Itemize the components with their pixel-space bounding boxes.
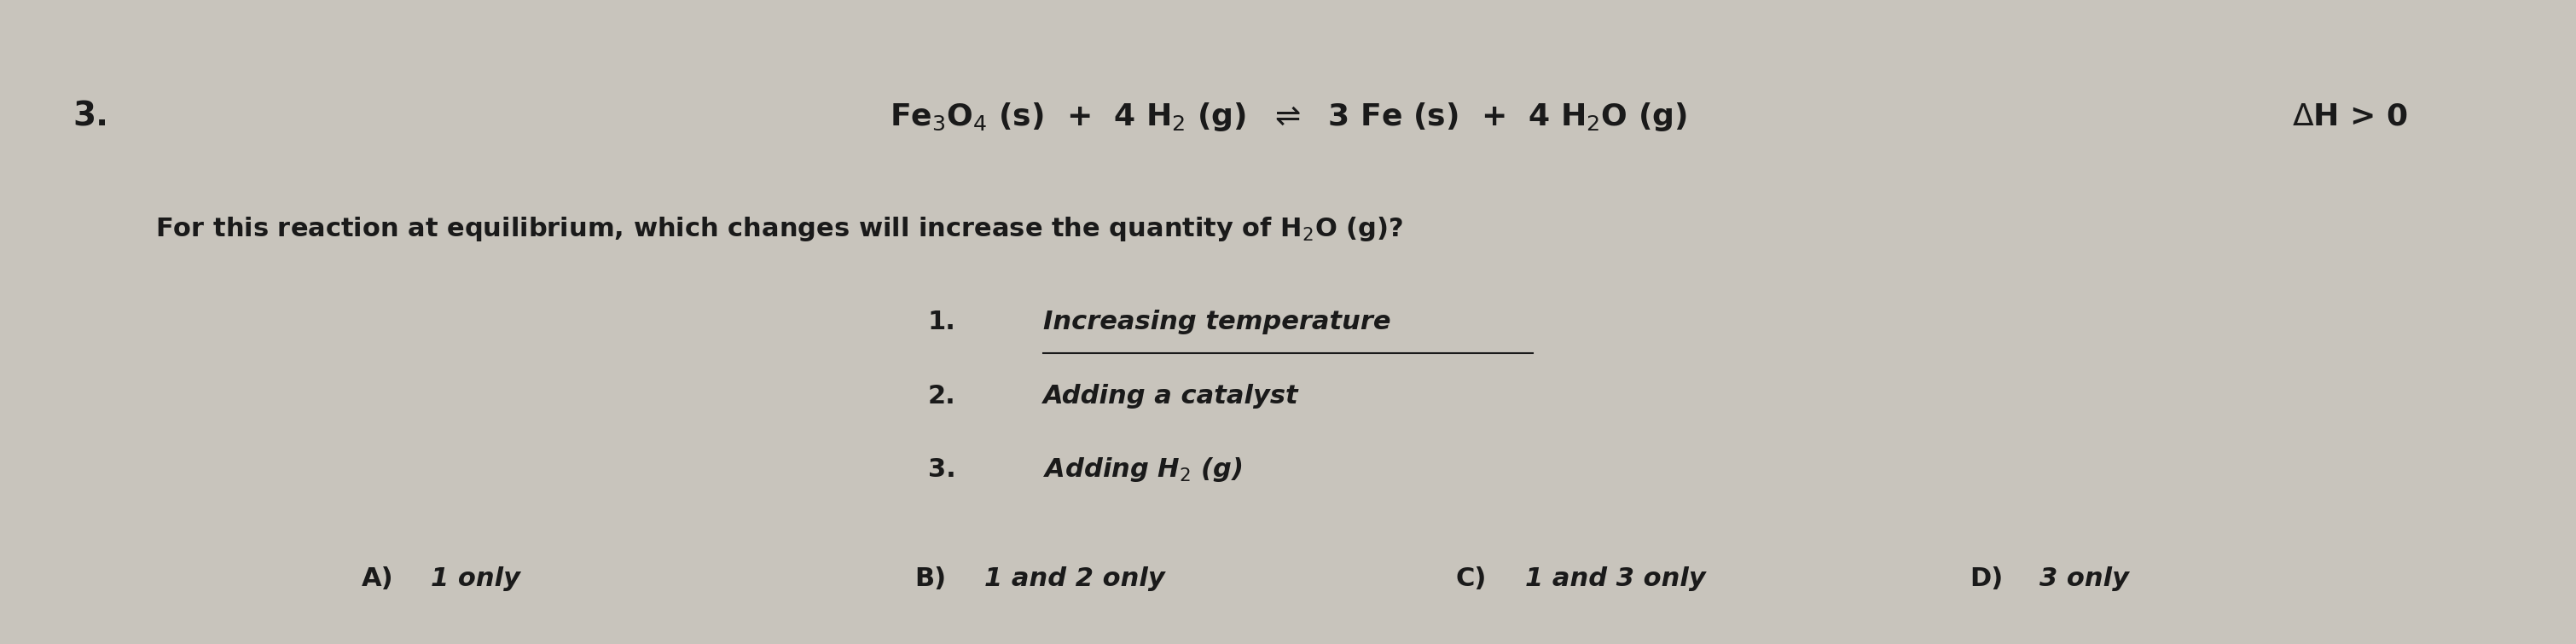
Text: 1.: 1. bbox=[927, 310, 956, 334]
Text: A): A) bbox=[361, 566, 394, 591]
Text: 1 only: 1 only bbox=[430, 566, 520, 591]
Text: $\Delta$H > 0: $\Delta$H > 0 bbox=[2293, 102, 2409, 131]
Text: 1 and 3 only: 1 and 3 only bbox=[1525, 566, 1705, 591]
Text: 3 only: 3 only bbox=[2040, 566, 2128, 591]
Text: 3.: 3. bbox=[72, 100, 108, 133]
Text: B): B) bbox=[914, 566, 945, 591]
Text: For this reaction at equilibrium, which changes will increase the quantity of H$: For this reaction at equilibrium, which … bbox=[155, 215, 1404, 243]
Text: Increasing temperature: Increasing temperature bbox=[1043, 310, 1391, 334]
Text: 1 and 2 only: 1 and 2 only bbox=[984, 566, 1164, 591]
Text: 2.: 2. bbox=[927, 383, 956, 408]
Text: Adding a catalyst: Adding a catalyst bbox=[1043, 383, 1298, 408]
Text: C): C) bbox=[1455, 566, 1486, 591]
Text: Adding H$_2$ (g): Adding H$_2$ (g) bbox=[1043, 455, 1242, 484]
Text: D): D) bbox=[1971, 566, 2004, 591]
Text: Fe$_3$O$_4$ (s)  +  4 H$_2$ (g)  $\rightleftharpoons$  3 Fe (s)  +  4 H$_2$O (g): Fe$_3$O$_4$ (s) + 4 H$_2$ (g) $\rightlef… bbox=[889, 100, 1687, 133]
Text: 3.: 3. bbox=[927, 457, 956, 482]
